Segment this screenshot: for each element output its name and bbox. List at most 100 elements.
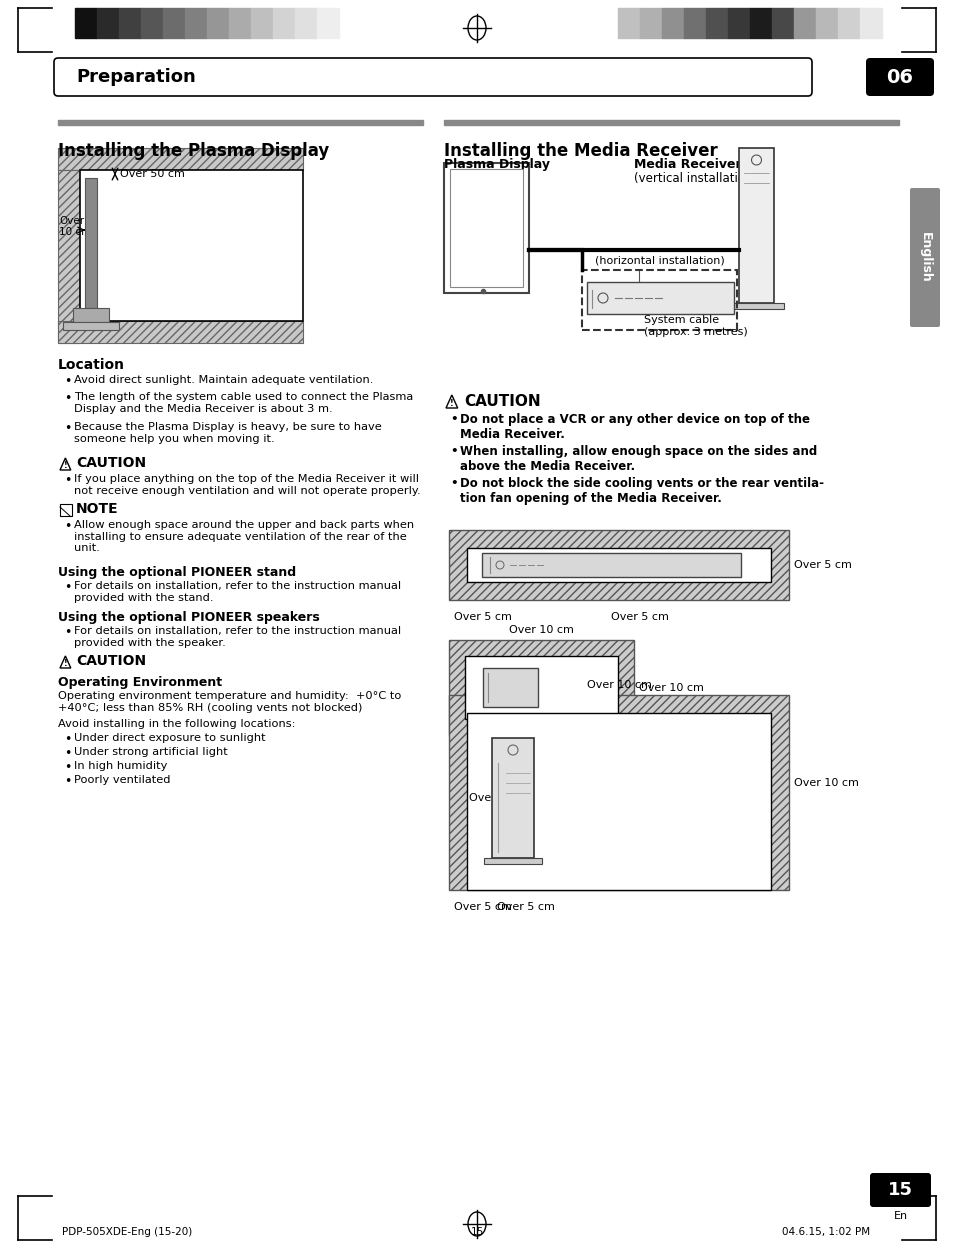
Text: 10 cm: 10 cm xyxy=(59,227,91,237)
Text: Avoid installing in the following locations:: Avoid installing in the following locati… xyxy=(58,718,295,728)
Bar xyxy=(443,163,529,293)
FancyBboxPatch shape xyxy=(869,1173,930,1207)
Text: •: • xyxy=(450,477,457,490)
Text: For details on installation, refer to the instruction manual
provided with the s: For details on installation, refer to th… xyxy=(74,580,400,603)
Text: Allow enough space around the upper and back parts when
installing to ensure ade: Allow enough space around the upper and … xyxy=(74,520,414,553)
Bar xyxy=(581,270,737,329)
Bar xyxy=(316,7,338,39)
Text: Over 5 cm: Over 5 cm xyxy=(611,612,669,622)
Text: If you place anything on the top of the Media Receiver it will
not receive enoug: If you place anything on the top of the … xyxy=(74,474,420,496)
Text: !: ! xyxy=(64,659,67,669)
Bar xyxy=(80,170,303,321)
Text: (vertical installation): (vertical installation) xyxy=(634,172,757,185)
Bar xyxy=(229,7,251,39)
Bar xyxy=(119,7,141,39)
Polygon shape xyxy=(60,457,71,470)
Text: Do not place a VCR or any other device on top of the
Media Receiver.: Do not place a VCR or any other device o… xyxy=(459,413,809,441)
Text: Using the optional PIONEER speakers: Using the optional PIONEER speakers xyxy=(58,612,319,624)
Bar xyxy=(639,7,661,39)
Bar xyxy=(727,7,749,39)
Bar xyxy=(273,7,294,39)
Bar xyxy=(58,321,303,343)
Text: Preparation: Preparation xyxy=(76,68,195,86)
Text: !: ! xyxy=(450,399,454,408)
Bar xyxy=(483,858,541,864)
Bar xyxy=(467,548,770,582)
Text: •: • xyxy=(64,747,71,759)
Bar xyxy=(58,148,303,170)
Bar xyxy=(63,322,119,329)
Bar xyxy=(75,7,97,39)
Text: En: En xyxy=(893,1211,906,1221)
Bar xyxy=(749,7,771,39)
Polygon shape xyxy=(446,395,457,408)
Text: NOTE: NOTE xyxy=(76,502,118,516)
Text: Location: Location xyxy=(58,358,125,372)
Text: 06: 06 xyxy=(885,67,913,87)
Text: When installing, allow enough space on the sides and
above the Media Receiver.: When installing, allow enough space on t… xyxy=(459,445,817,474)
Text: •: • xyxy=(64,375,71,388)
Text: Over 10 cm: Over 10 cm xyxy=(793,778,858,788)
Bar xyxy=(58,170,80,343)
Text: 04.6.15, 1:02 PM: 04.6.15, 1:02 PM xyxy=(781,1227,869,1237)
Bar xyxy=(467,713,770,890)
Bar xyxy=(449,640,634,735)
FancyBboxPatch shape xyxy=(865,58,933,96)
Text: •: • xyxy=(64,520,71,533)
Text: Over 5 cm: Over 5 cm xyxy=(454,612,512,622)
Text: Under strong artificial light: Under strong artificial light xyxy=(74,747,228,757)
Text: Because the Plasma Display is heavy, be sure to have
someone help you when movin: Because the Plasma Display is heavy, be … xyxy=(74,423,381,444)
Text: English: English xyxy=(918,232,930,283)
Bar xyxy=(492,738,534,858)
Bar xyxy=(464,656,618,718)
Text: For details on installation, refer to the instruction manual
provided with the s: For details on installation, refer to th… xyxy=(74,626,400,648)
Text: CAUTION: CAUTION xyxy=(76,456,146,470)
Text: Installing the Media Receiver: Installing the Media Receiver xyxy=(443,142,717,160)
Bar xyxy=(185,7,207,39)
Text: Operating environment temperature and humidity:  +0°C to
+40°C; less than 85% RH: Operating environment temperature and hu… xyxy=(58,691,401,712)
Bar xyxy=(73,308,109,322)
Text: •: • xyxy=(64,423,71,435)
Bar xyxy=(618,7,639,39)
Text: •: • xyxy=(64,392,71,405)
Text: Over: Over xyxy=(59,216,84,226)
Text: CAUTION: CAUTION xyxy=(463,394,540,409)
Text: •: • xyxy=(64,474,71,487)
Text: •: • xyxy=(450,413,457,426)
Text: Poorly ventilated: Poorly ventilated xyxy=(74,774,171,786)
Bar xyxy=(449,530,788,600)
Bar xyxy=(815,7,837,39)
Bar xyxy=(85,178,97,308)
Text: !: ! xyxy=(64,461,67,470)
Text: •: • xyxy=(64,761,71,774)
Text: Media Receiver: Media Receiver xyxy=(634,158,740,172)
Bar xyxy=(449,695,788,890)
Text: Over 5 cm: Over 5 cm xyxy=(793,561,851,571)
Bar xyxy=(586,282,733,314)
Text: Over 10 cm: Over 10 cm xyxy=(586,680,651,690)
Text: •: • xyxy=(64,626,71,639)
FancyBboxPatch shape xyxy=(909,188,939,327)
Text: •: • xyxy=(64,774,71,788)
Text: Do not block the side cooling vents or the rear ventila-
tion fan opening of the: Do not block the side cooling vents or t… xyxy=(459,477,823,505)
Bar xyxy=(251,7,273,39)
Bar xyxy=(859,7,882,39)
Text: (horizontal installation): (horizontal installation) xyxy=(594,255,723,265)
Text: Over 5 cm: Over 5 cm xyxy=(454,902,512,912)
Text: In high humidity: In high humidity xyxy=(74,761,167,771)
Bar xyxy=(163,7,185,39)
Polygon shape xyxy=(60,656,71,667)
Text: Over 50 cm: Over 50 cm xyxy=(120,169,185,179)
Bar xyxy=(450,169,522,287)
Text: Operating Environment: Operating Environment xyxy=(58,676,222,689)
Bar xyxy=(771,7,793,39)
Text: Under direct exposure to sunlight: Under direct exposure to sunlight xyxy=(74,733,265,743)
Bar xyxy=(141,7,163,39)
Text: 15: 15 xyxy=(470,1227,483,1237)
Bar xyxy=(97,7,119,39)
Text: •: • xyxy=(450,445,457,457)
Bar xyxy=(683,7,705,39)
Bar xyxy=(60,503,71,516)
Text: Over 10 cm: Over 10 cm xyxy=(509,625,574,635)
Bar xyxy=(482,667,537,707)
